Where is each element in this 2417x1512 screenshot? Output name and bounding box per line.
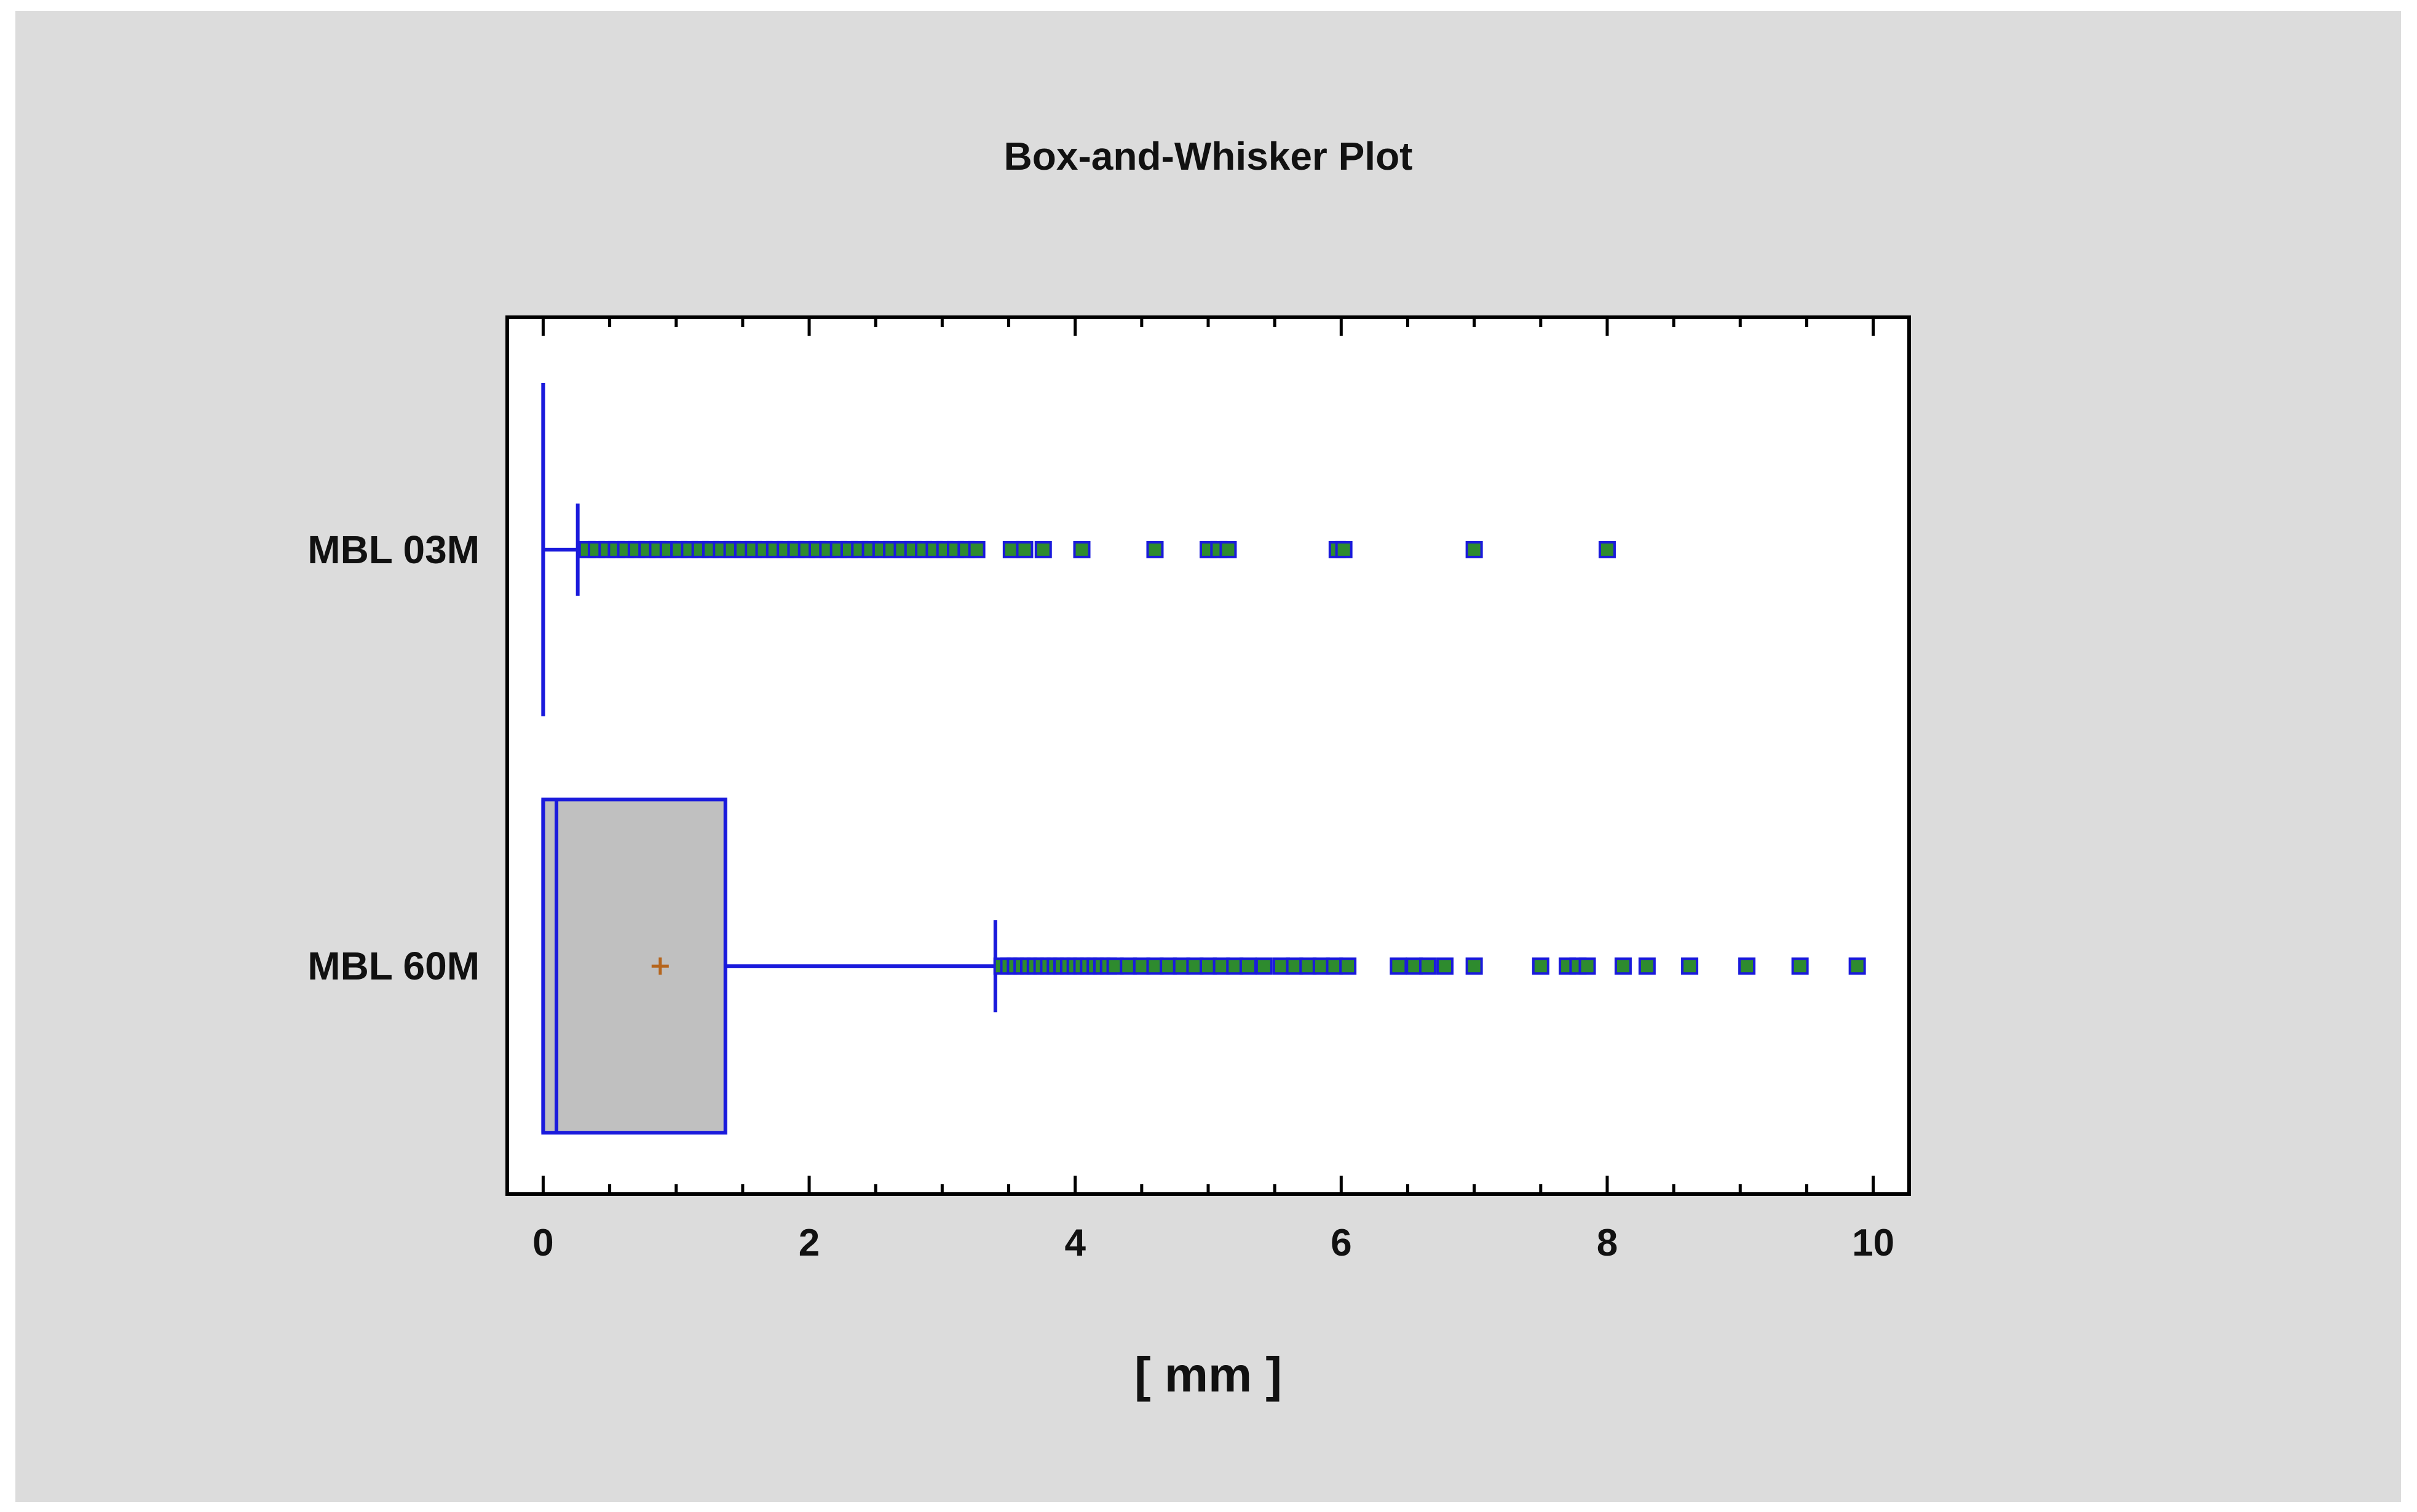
outlier-point [1848,957,1866,975]
x-tick-label: 10 [1852,1222,1894,1264]
x-tick-label: 0 [532,1222,553,1264]
outlier-point [1532,957,1549,975]
series-mbl-03m [541,382,1616,716]
plot-area [505,315,1911,1196]
x-axis-tick-labels: 0 2 4 6 8 10 [532,1222,1894,1264]
x-tick-label: 6 [1331,1222,1351,1264]
outlier-point [1738,957,1756,975]
category-label-mbl-03m: MBL 03M [307,528,480,572]
chart-title: Box-and-Whisker Plot [1004,134,1413,178]
outlier-point [1598,540,1616,558]
outlier-point [1335,540,1353,558]
outlier-point [1339,957,1357,975]
outlier-point [1219,540,1237,558]
outlier-point [1436,957,1454,975]
outlier-point [1390,957,1407,975]
outlier-point [1465,540,1483,558]
outlier-point [1578,957,1596,975]
outlier-point [1073,540,1091,558]
category-label-mbl-60m: MBL 60M [307,944,480,988]
boxplot-series [541,382,1866,1135]
x-tick-label: 8 [1597,1222,1618,1264]
box [541,798,727,1135]
outlier-point [1791,957,1809,975]
chart-panel: Box-and-Whisker Plot 0 2 4 6 8 10 MBL 03M MBL… [15,11,2401,1502]
outlier-point [1465,957,1483,975]
outlier-point [968,540,986,558]
outlier-point [1016,540,1034,558]
outlier-point [1681,957,1699,975]
box-whisker-chart: Box-and-Whisker Plot 0 2 4 6 8 10 MBL 03M MBL… [307,134,1911,1402]
outlier-point [1418,957,1436,975]
series-mbl-60m [541,798,1866,1135]
outlier-point [1034,540,1052,558]
x-axis-label: [ mm ] [1134,1347,1282,1402]
outlier-point [1638,957,1656,975]
outlier-point [1146,540,1164,558]
outlier-point [1614,957,1632,975]
x-tick-label: 4 [1064,1222,1086,1264]
x-axis-ticks [541,317,1875,1194]
x-tick-label: 2 [799,1222,820,1264]
outlier-point [1239,957,1257,975]
outlier-point [1255,957,1273,975]
